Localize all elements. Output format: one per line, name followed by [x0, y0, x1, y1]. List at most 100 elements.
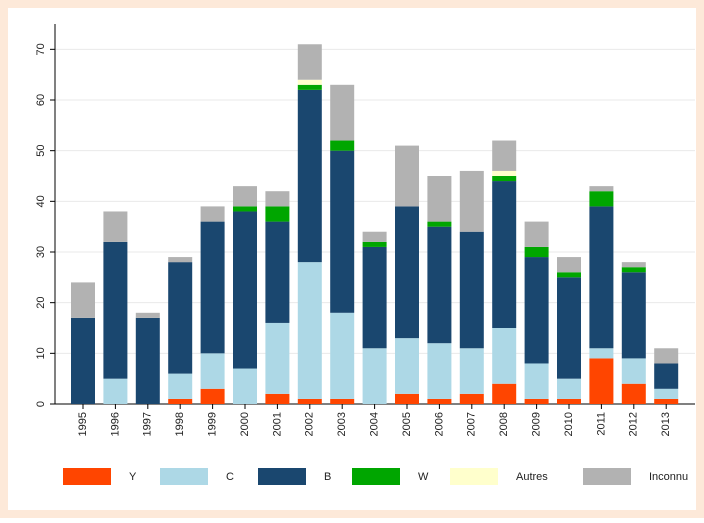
x-tick-label: 2001 [271, 412, 283, 436]
y-tick-label: 70 [35, 43, 47, 55]
bar-segment [200, 206, 225, 222]
bar-segment [265, 322, 290, 394]
bar-segment [200, 353, 225, 389]
bar-segment [233, 211, 257, 369]
bar-segment [71, 317, 95, 404]
bar-segment [265, 191, 290, 207]
bar-segment [233, 186, 257, 207]
bar-segment [330, 398, 355, 404]
bar-segment [265, 206, 290, 222]
bar-segment [362, 246, 387, 349]
legend-swatch [160, 468, 208, 485]
bar-segment [589, 206, 614, 349]
bar-segment [621, 262, 646, 268]
legend-swatch [63, 468, 111, 485]
bar-segment [492, 170, 517, 176]
bar-segment [459, 231, 484, 349]
bar-segment [459, 348, 484, 394]
bar-segment [557, 272, 581, 278]
legend-swatch [258, 468, 306, 485]
bar-segment [297, 44, 322, 80]
bar-segment [459, 393, 484, 404]
x-tick-label: 2011 [595, 412, 607, 436]
bar-segment [524, 221, 549, 247]
bar-segment [265, 221, 290, 323]
bar-segment [395, 145, 419, 207]
x-tick-label: 2012 [628, 412, 640, 436]
bar-segment [330, 84, 355, 141]
bar-segment [492, 176, 517, 182]
bar-segment [135, 312, 160, 318]
y-tick-label: 50 [35, 145, 47, 157]
bar-segment [330, 150, 355, 313]
bar-segment [265, 393, 290, 404]
bar-segment [297, 89, 322, 263]
legend-label: B [324, 471, 331, 483]
bar-segment [654, 348, 679, 364]
bar-segment [589, 348, 614, 359]
legend-label: C [226, 471, 234, 483]
legend-swatch [583, 468, 631, 485]
x-tick-label: 2005 [401, 412, 413, 436]
bar-segment [621, 267, 646, 273]
bar-segment [168, 373, 193, 399]
bar-segment [621, 383, 646, 404]
bar-segment [297, 79, 322, 85]
bar-segment [557, 277, 581, 379]
x-tick-label: 2003 [336, 412, 348, 436]
bar-segment [524, 398, 549, 404]
bar-segment [297, 84, 322, 90]
bar-segment [233, 206, 257, 212]
x-tick-label: 1995 [77, 412, 89, 436]
bar-segment [589, 358, 614, 404]
legend-swatch [352, 468, 400, 485]
bar-segment [524, 257, 549, 364]
bar-segment [621, 358, 646, 384]
bar-segment [654, 388, 679, 399]
bar-segment [168, 257, 193, 263]
bar-segment [557, 398, 581, 404]
x-tick-label: 1998 [174, 412, 186, 436]
bar-segment [395, 338, 419, 394]
bar-segment [362, 231, 387, 242]
bar-segment [200, 388, 225, 404]
x-tick-label: 2006 [433, 412, 445, 436]
bar-segment [492, 328, 517, 384]
bar-segment [589, 191, 614, 207]
legend-label: Autres [516, 471, 548, 483]
y-tick-label: 40 [35, 195, 47, 207]
bar-segment [654, 398, 679, 404]
bar-segment [492, 383, 517, 404]
legend-label: Y [129, 471, 137, 483]
bar-segment [168, 262, 193, 374]
bar-segment [135, 317, 160, 404]
bar-segment [654, 363, 679, 389]
bar-segment [330, 140, 355, 151]
bar-segment [362, 241, 387, 247]
x-tick-label: 2004 [369, 412, 381, 436]
bar-segment [427, 343, 452, 399]
y-tick-label: 0 [35, 401, 47, 407]
bar-segment [427, 398, 452, 404]
bar-segment [362, 348, 387, 404]
x-tick-label: 1999 [207, 412, 219, 436]
x-tick-label: 1996 [109, 412, 121, 436]
bar-segment [200, 221, 225, 354]
bar-segment [589, 186, 614, 192]
bar-segment [524, 246, 549, 258]
bar-segment [103, 211, 128, 242]
legend-label: W [418, 471, 429, 483]
bar-segment [103, 241, 128, 379]
bar-segment [427, 221, 452, 227]
bar-segment [459, 170, 484, 232]
x-tick-label: 2000 [239, 412, 251, 436]
bar-segment [103, 378, 128, 404]
y-tick-label: 60 [35, 94, 47, 106]
bar-segment [492, 140, 517, 171]
bar-segment [492, 181, 517, 328]
bar-segment [621, 272, 646, 359]
x-tick-label: 2013 [660, 412, 672, 436]
bar-segment [233, 368, 257, 404]
bar-segment [524, 363, 549, 399]
y-tick-label: 10 [35, 347, 47, 359]
